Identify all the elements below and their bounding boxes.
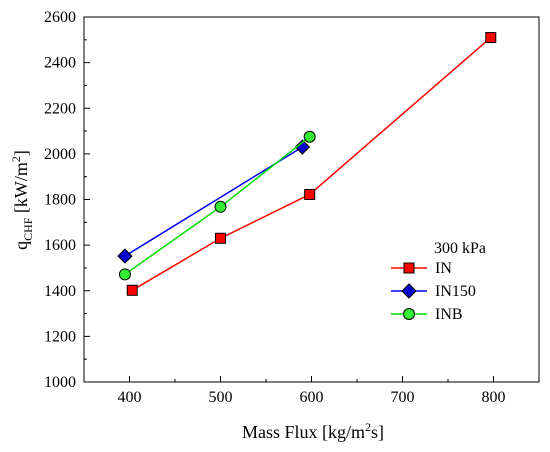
legend-marker-inb <box>403 308 415 320</box>
x-tick-label: 500 <box>209 389 233 406</box>
data-point-inb <box>214 200 227 213</box>
y-tick-label: 1200 <box>44 328 76 345</box>
x-axis-title-sup: 2 <box>365 420 371 434</box>
axis-ticks: 400 500 600 700 800 1000 1200 1400 1600 1800 2000 2… <box>44 9 540 406</box>
data-point-in <box>485 32 497 44</box>
series-inb <box>118 130 316 281</box>
legend-marker-in <box>403 262 415 274</box>
y-tick-label: 1800 <box>44 192 76 209</box>
y-tick-label: 2000 <box>44 146 76 163</box>
legend-label-inb: INB <box>435 306 463 323</box>
data-point-inb <box>118 268 131 281</box>
y-tick-label: 1600 <box>44 237 76 254</box>
y-axis-title-sup: 2 <box>9 156 23 162</box>
x-axis-title-main: Mass Flux [kg/m <box>242 422 365 442</box>
legend-title: 300 kPa <box>434 240 486 257</box>
y-tick-label: 2600 <box>44 9 76 26</box>
data-point-inb <box>303 130 316 143</box>
y-tick-label: 2200 <box>44 100 76 117</box>
x-tick-label: 400 <box>118 389 142 406</box>
data-point-in <box>126 284 138 296</box>
data-point-in150 <box>117 248 133 264</box>
x-tick-label: 800 <box>482 389 506 406</box>
y-axis-title-tail: ] <box>11 150 31 156</box>
legend-label-in: IN <box>435 260 452 277</box>
x-axis-title: Mass Flux [kg/m2s] <box>242 420 384 442</box>
x-tick-label: 700 <box>391 389 415 406</box>
y-axis-title-q: q <box>11 241 31 250</box>
data-point-in <box>215 232 226 244</box>
y-tick-label: 1400 <box>44 283 76 300</box>
y-axis-title: qCHF [kW/m2] <box>9 150 35 250</box>
x-axis-title-tail: s] <box>371 422 384 442</box>
y-axis-title-sub: CHF <box>21 217 35 241</box>
series-in <box>126 32 497 296</box>
y-axis-title-mid: [kW/m <box>11 162 31 218</box>
legend-marker-in150 <box>401 283 417 299</box>
legend-label-in150: IN150 <box>435 283 476 300</box>
series-line-in <box>131 36 492 291</box>
y-tick-label: 2400 <box>44 55 76 72</box>
data-point-in <box>304 188 316 200</box>
y-tick-label: 1000 <box>44 374 76 391</box>
data-point-in150 <box>294 139 311 155</box>
legend: 300 kPa IN IN150 INB <box>391 240 486 323</box>
x-tick-label: 600 <box>300 389 324 406</box>
series-layer <box>117 32 497 296</box>
